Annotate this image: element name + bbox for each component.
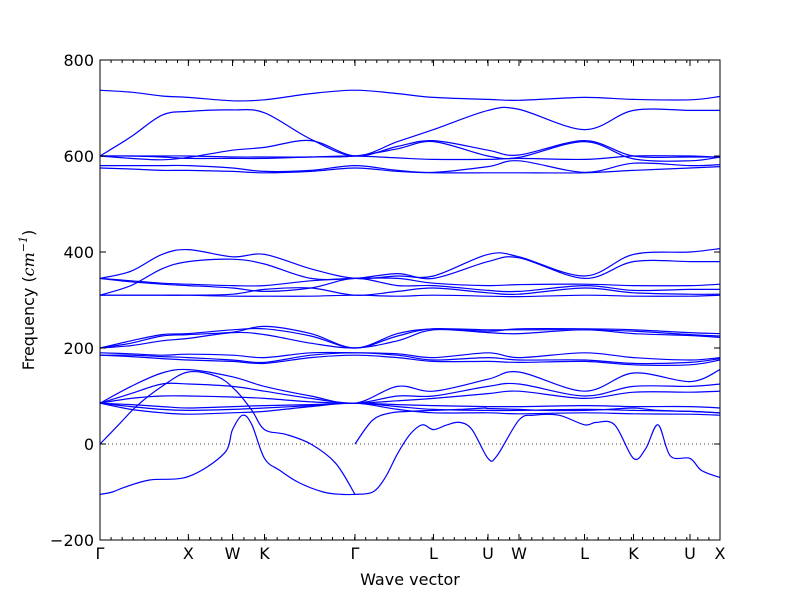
x-tick-label: U [482, 544, 494, 563]
band-line-16 [99, 328, 721, 349]
x-tick-label: K [259, 544, 270, 563]
band-line-22 [99, 390, 721, 404]
band-line-23 [99, 402, 721, 409]
y-tick-label: 0 [84, 435, 94, 454]
x-tick-label: K [628, 544, 639, 563]
y-tick-label: 600 [63, 147, 94, 166]
band-line-1 [99, 89, 721, 102]
band-line-14 [99, 327, 721, 349]
plot-frame [99, 59, 721, 541]
band-line-5 [99, 155, 721, 161]
band-line-12 [100, 287, 721, 296]
band-lines [99, 89, 721, 496]
band-line-4 [99, 140, 721, 162]
band-line-27 [354, 407, 721, 445]
band-line-19 [99, 354, 721, 366]
band-line-20 [99, 368, 721, 405]
band-line-25 [99, 402, 721, 416]
y-tick-label: −200 [50, 531, 94, 550]
band-line-2 [99, 106, 720, 157]
x-tick-label: L [580, 544, 589, 563]
y-axis-unit: cm [19, 252, 38, 276]
y-tick-label: 400 [63, 243, 94, 262]
band-line-13 [100, 294, 721, 298]
y-axis-title-text: Frequency [19, 288, 38, 371]
x-tick-label: U [684, 544, 696, 563]
band-line-10 [99, 277, 721, 287]
x-axis-title: Wave vector [360, 570, 460, 589]
y-tick-label: 800 [63, 51, 94, 70]
y-axis-ticks: −200 0 200 400 600 800 [50, 51, 720, 550]
band-line-29 [354, 413, 721, 495]
x-tick-label: L [429, 544, 438, 563]
band-line-6 [100, 160, 721, 174]
band-line-7 [99, 166, 721, 174]
band-line-15 [99, 325, 721, 349]
band-line-17 [99, 351, 721, 361]
band-line-21 [99, 382, 721, 404]
band-line-26 [99, 371, 356, 495]
y-axis-unit-exponent: −1 [17, 236, 30, 252]
x-tick-label: Γ [351, 544, 360, 563]
x-tick-label: X [715, 544, 726, 563]
band-line-11 [99, 277, 721, 293]
band-line-28 [99, 414, 356, 496]
x-tick-label: Γ [96, 544, 105, 563]
y-tick-label: 200 [63, 339, 94, 358]
band-line-9 [99, 256, 720, 296]
x-tick-label: X [183, 544, 194, 563]
y-axis-title: Frequency (cm−1) [17, 230, 38, 371]
band-line-18 [99, 352, 721, 365]
x-tick-label: W [511, 544, 527, 563]
x-tick-label: W [225, 544, 241, 563]
